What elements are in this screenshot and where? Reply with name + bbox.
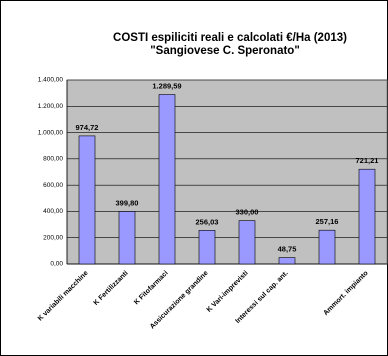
value-label: 399,80 [116,198,139,207]
value-label: 330,00 [236,208,259,217]
y-tick-label: 1.400,00 [38,77,64,84]
bar [118,211,136,265]
value-label: 256,03 [196,217,219,226]
chart-subtitle: "Sangiovese C. Speronato" [150,45,300,57]
bar [278,257,296,265]
y-tick-label: 600,00 [43,182,63,189]
value-label: 974,72 [76,123,99,132]
bar [198,230,216,265]
value-label: 1.289,59 [152,81,181,90]
bar [358,168,376,265]
plot-area [66,79,388,265]
bar [158,94,176,265]
bar [78,135,96,265]
value-label: 721,21 [356,156,379,165]
chart-title: COSTI espiliciti reali e calcolati €/Ha … [113,32,347,44]
bar [238,220,256,265]
y-tick-label: 200,00 [43,234,63,241]
value-label: 257,16 [316,217,339,226]
y-tick-label: 1.000,00 [38,129,64,136]
value-label: 48,75 [278,245,297,254]
y-tick-label: 1.200,00 [38,103,64,110]
bar [318,229,336,265]
y-tick-label: 0,00 [50,261,63,268]
y-tick-label: 800,00 [43,156,63,163]
y-tick-label: 400,00 [43,208,63,215]
